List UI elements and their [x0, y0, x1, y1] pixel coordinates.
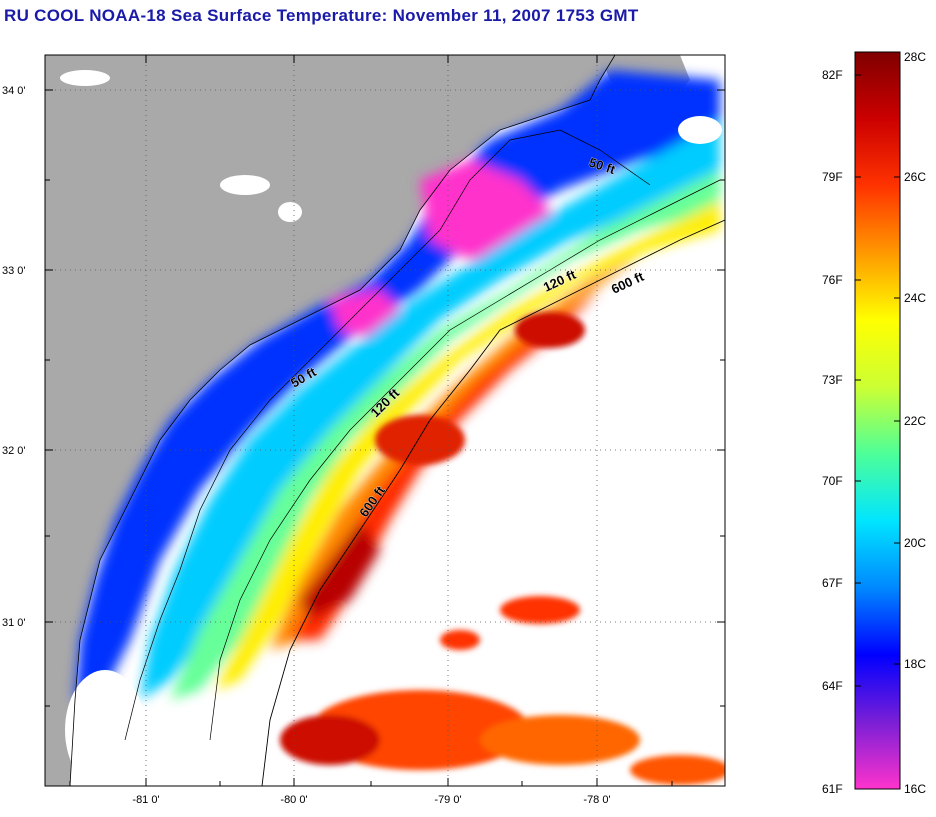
map-title: RU COOL NOAA-18 Sea Surface Temperature:…: [4, 6, 639, 25]
cb-label-26c: 26C: [904, 170, 926, 184]
lat-label-33: 33 0': [2, 265, 26, 277]
map-border: [44, 54, 726, 787]
cb-label-16c: 16C: [904, 782, 926, 796]
lat-label-34: 34 0': [2, 85, 26, 97]
lat-label-31: 31 0': [2, 617, 26, 629]
sst-field: [75, 70, 720, 700]
sst-patch-mid-4: [440, 630, 480, 650]
sst-patch-south-2: [280, 715, 380, 765]
no-data-patches: [60, 70, 722, 786]
cb-label-64f: 64F: [822, 679, 843, 693]
lon-label-78: -78 0': [583, 794, 610, 806]
sst-patch-mid-1: [375, 415, 465, 465]
lon-label-80: -80 0': [280, 794, 307, 806]
cloud-patch-5: [65, 670, 145, 786]
land-mass: [45, 55, 615, 786]
map-content: 50 ft 120 ft 600 ft 50 ft 120 ft 600 ft: [45, 55, 725, 786]
cb-label-73f: 73F: [822, 373, 843, 387]
sst-band-yellow: [215, 200, 720, 690]
cb-label-70f: 70F: [822, 474, 843, 488]
cloud-patch-3: [278, 202, 302, 222]
lon-label-79: -79 0': [434, 794, 461, 806]
cb-label-79f: 79F: [822, 170, 843, 184]
cb-label-61f: 61F: [822, 782, 843, 796]
cloud-patch-1: [60, 70, 110, 86]
cb-label-28c: 28C: [904, 50, 926, 64]
cb-label-82f: 82F: [822, 68, 843, 82]
coastline: [69, 55, 616, 786]
bathy-120ft-contour: [209, 179, 721, 741]
lat-label-32: 32 0': [2, 445, 26, 457]
sst-patch-mid-2: [515, 312, 585, 348]
cb-label-24c: 24C: [904, 291, 926, 305]
sst-band-green: [170, 170, 720, 700]
sst-patch-south-3: [480, 715, 640, 765]
sst-patch-south-4: [630, 755, 725, 785]
cloud-patch-2: [220, 175, 270, 195]
axis-ticks: [45, 55, 725, 786]
sst-offshore-patches: [280, 312, 725, 785]
lon-label-81: -81 0': [132, 794, 159, 806]
cb-label-20c: 20C: [904, 536, 926, 550]
sst-band-blue: [75, 70, 720, 700]
grid-lines: [45, 55, 725, 786]
colorbar-scale: [854, 51, 901, 790]
sst-patch-mid-3: [500, 596, 580, 624]
cloud-patch-4: [678, 116, 722, 144]
bathy-50ft-contour: [124, 129, 651, 741]
cb-label-67f: 67F: [822, 576, 843, 590]
cb-label-22c: 22C: [904, 414, 926, 428]
cb-label-76f: 76F: [822, 273, 843, 287]
colorbar-f-ticks: [855, 74, 861, 687]
colorbar-c-ticks: [894, 176, 900, 665]
sst-band-darkred: [300, 520, 380, 620]
cb-label-18c: 18C: [904, 657, 926, 671]
